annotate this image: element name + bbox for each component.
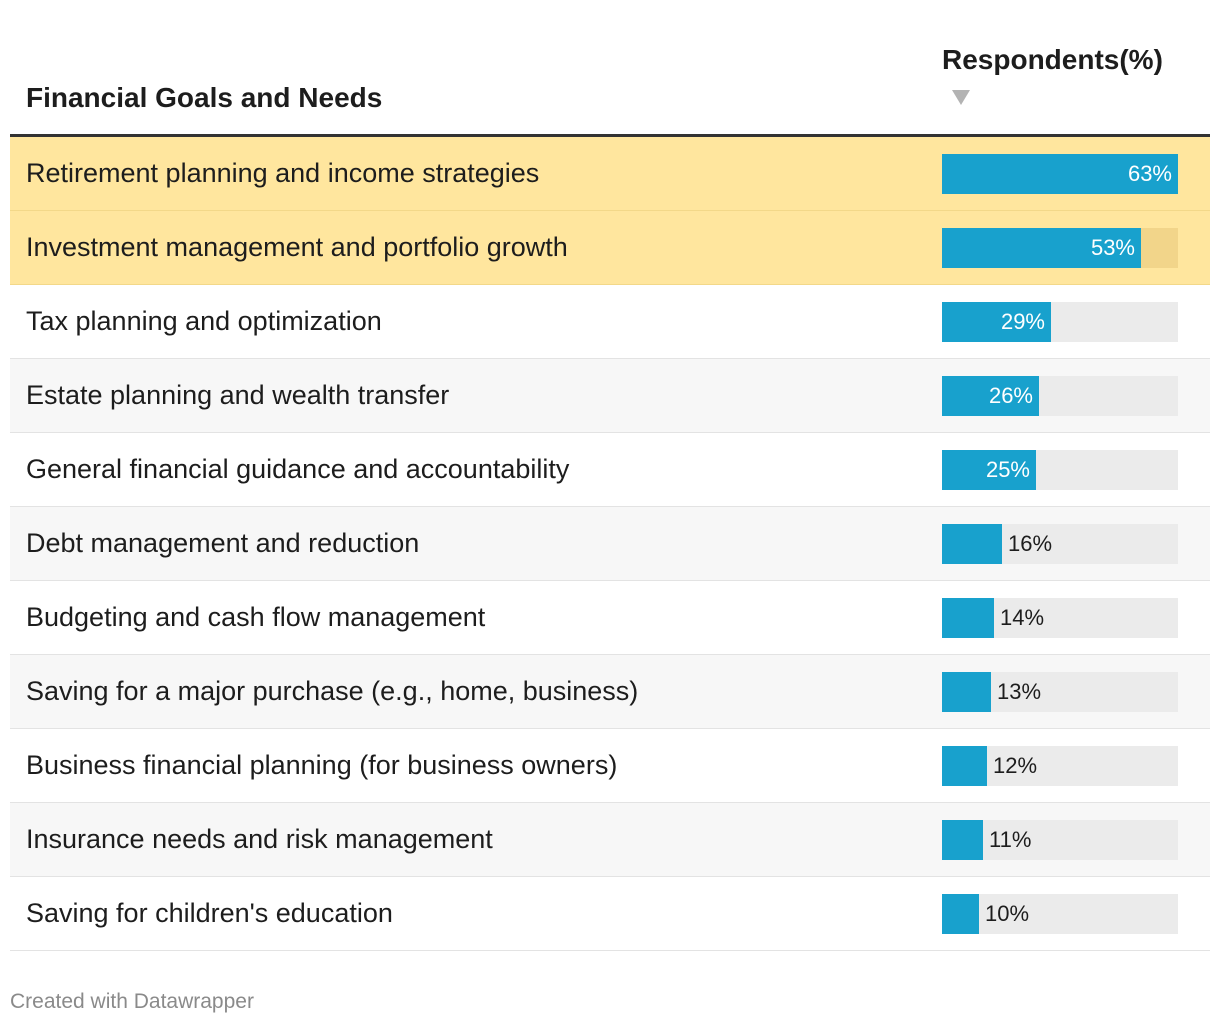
row-label: Tax planning and optimization xyxy=(26,306,382,336)
bar xyxy=(942,598,994,638)
bar-value-label: 26% xyxy=(988,383,1033,408)
bar-track: 53% xyxy=(942,228,1178,268)
bar-value-label: 25% xyxy=(985,457,1030,482)
bar-track: 13% xyxy=(942,672,1178,712)
table-row: Insurance needs and risk management 11% xyxy=(10,803,1210,877)
row-label: Estate planning and wealth transfer xyxy=(26,380,450,410)
table-row: General financial guidance and accountab… xyxy=(10,433,1210,507)
bar xyxy=(942,376,1039,416)
datawrapper-credit[interactable]: Created with Datawrapper xyxy=(10,990,254,1013)
table-body: Retirement planning and income strategie… xyxy=(10,137,1210,951)
table-row: Investment management and portfolio grow… xyxy=(10,211,1210,285)
bar xyxy=(942,302,1051,342)
table-header: Financial Goals and Needs Respondents(%) xyxy=(10,0,1210,137)
bar-value-label: 11% xyxy=(989,827,1032,852)
row-label: Insurance needs and risk management xyxy=(26,824,493,854)
table-row: Estate planning and wealth transfer 26% xyxy=(10,359,1210,433)
row-label: Saving for children's education xyxy=(26,898,393,928)
table-row: Retirement planning and income strategie… xyxy=(10,137,1210,211)
bar-track: 26% xyxy=(942,376,1178,416)
bar-track: 12% xyxy=(942,746,1178,786)
bar-value-label: 14% xyxy=(1000,605,1045,630)
column-header-respondents[interactable]: Respondents(%) xyxy=(942,44,1163,75)
bar-value-label: 16% xyxy=(1008,531,1053,556)
row-label: Investment management and portfolio grow… xyxy=(26,232,568,262)
row-label: Business financial planning (for busines… xyxy=(26,750,618,780)
bar xyxy=(942,228,1141,268)
bar-value-label: 63% xyxy=(1127,161,1172,186)
table-row: Business financial planning (for busines… xyxy=(10,729,1210,803)
row-label: Budgeting and cash flow management xyxy=(26,602,486,632)
table-row: Saving for a major purchase (e.g., home,… xyxy=(10,655,1210,729)
bar-value-label: 12% xyxy=(993,753,1038,778)
row-label: Debt management and reduction xyxy=(26,528,420,558)
data-table: Financial Goals and Needs Respondents(%)… xyxy=(10,0,1210,951)
bar-track: 14% xyxy=(942,598,1178,638)
bar-value-label: 29% xyxy=(1000,309,1045,334)
bar-track: 25% xyxy=(942,450,1178,490)
bar-track: 16% xyxy=(942,524,1178,564)
bar-value-label: 53% xyxy=(1090,235,1135,260)
table-row: Budgeting and cash flow management 14% xyxy=(10,581,1210,655)
row-label: Saving for a major purchase (e.g., home,… xyxy=(26,676,639,706)
row-label: General financial guidance and accountab… xyxy=(26,454,570,484)
table-row: Tax planning and optimization 29% xyxy=(10,285,1210,359)
bar xyxy=(942,154,1178,194)
bar-track: 63% xyxy=(942,154,1178,194)
bar-value-label: 13% xyxy=(997,679,1042,704)
bar-track: 29% xyxy=(942,302,1178,342)
bar xyxy=(942,524,1002,564)
column-header-goals[interactable]: Financial Goals and Needs xyxy=(26,82,383,113)
bar-value-label: 10% xyxy=(985,901,1030,926)
table-row: Debt management and reduction 16% xyxy=(10,507,1210,581)
bar xyxy=(942,894,979,934)
bar-track: 11% xyxy=(942,820,1178,860)
bar xyxy=(942,746,987,786)
table-row: Saving for children's education 10% xyxy=(10,877,1210,951)
sort-descending-icon[interactable] xyxy=(952,90,970,105)
bar-track: 10% xyxy=(942,894,1178,934)
row-label: Retirement planning and income strategie… xyxy=(26,158,540,188)
bar xyxy=(942,450,1036,490)
bar xyxy=(942,820,983,860)
bar xyxy=(942,672,991,712)
